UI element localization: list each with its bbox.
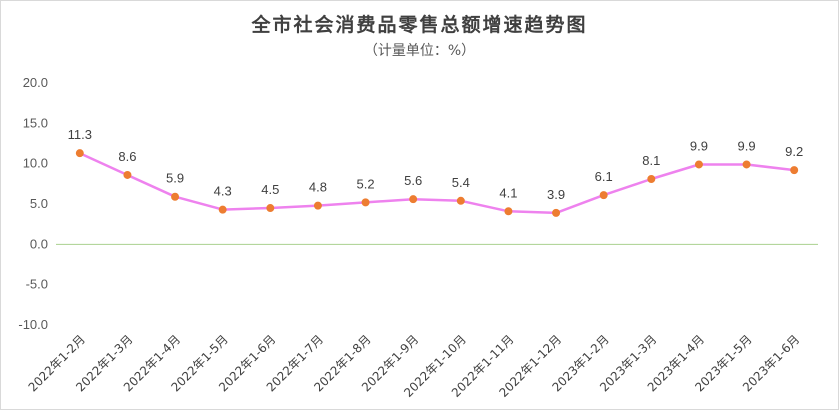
data-point xyxy=(647,174,656,183)
data-point xyxy=(694,160,703,169)
data-point xyxy=(266,204,275,213)
data-label: 9.2 xyxy=(785,144,803,159)
data-label: 4.5 xyxy=(261,182,279,197)
data-point xyxy=(599,191,608,200)
data-point xyxy=(171,192,180,201)
data-point xyxy=(123,170,132,179)
data-point xyxy=(361,198,370,207)
data-label: 5.6 xyxy=(404,173,422,188)
y-tick-label: 5.0 xyxy=(30,196,48,211)
y-tick-label: 10.0 xyxy=(23,156,48,171)
data-label: 8.1 xyxy=(642,153,660,168)
data-point xyxy=(790,166,799,175)
data-label: 5.4 xyxy=(452,175,470,190)
data-point xyxy=(504,207,513,216)
series-line xyxy=(79,152,795,215)
data-label: 4.8 xyxy=(309,180,327,195)
data-points xyxy=(75,149,799,217)
data-point xyxy=(742,160,751,169)
y-tick-label: 0.0 xyxy=(30,236,48,251)
y-axis-ticks: 20.0 15.0 10.0 5.0 0.0 -5.0 -10.0 xyxy=(18,75,48,332)
data-label: 9.9 xyxy=(690,138,708,153)
y-tick-label: 20.0 xyxy=(23,75,48,90)
data-point xyxy=(456,196,465,205)
x-axis-ticks: 2022年1-2月2022年1-3月2022年1-4月2022年1-5月2022… xyxy=(26,332,803,400)
data-point xyxy=(218,205,227,214)
chart-title: 全市社会消费品零售总额增速趋势图 xyxy=(251,14,588,36)
y-tick-label: -5.0 xyxy=(26,277,48,292)
data-point xyxy=(409,195,418,204)
y-tick-label: -10.0 xyxy=(18,317,48,332)
data-label: 4.1 xyxy=(499,185,517,200)
data-label: 5.2 xyxy=(357,176,375,191)
chart-subtitle: （计量单位：%） xyxy=(363,43,476,59)
data-label: 4.3 xyxy=(214,184,232,199)
y-tick-label: 15.0 xyxy=(23,115,48,130)
data-label: 3.9 xyxy=(547,187,565,202)
data-labels: 11.3 8.6 5.9 4.3 4.5 4.8 5.2 5.6 5.4 4.1 3.9 6.1 8.1… xyxy=(68,127,804,202)
data-point xyxy=(313,201,322,210)
data-point xyxy=(552,208,561,217)
data-label: 9.9 xyxy=(738,138,756,153)
data-label: 6.1 xyxy=(595,169,613,184)
data-label: 11.3 xyxy=(68,127,92,142)
data-label: 5.9 xyxy=(166,171,184,186)
data-point xyxy=(75,149,84,158)
data-label: 8.6 xyxy=(118,149,136,164)
